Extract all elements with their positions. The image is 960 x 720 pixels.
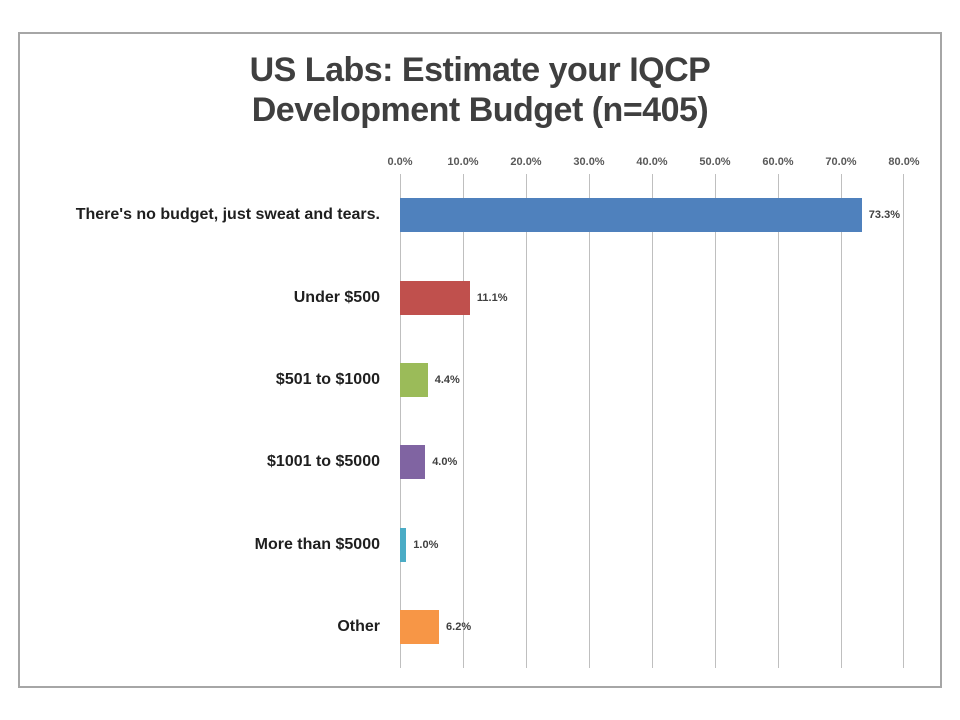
x-axis: 0.0% 10.0% 20.0% 30.0% 40.0% 50.0% 60.0% 70.0% 8… <box>387 152 919 168</box>
gridline <box>841 174 842 668</box>
gridline <box>589 174 590 668</box>
chart-frame: US Labs: Estimate your IQCP Development … <box>18 32 942 688</box>
bar <box>400 198 862 233</box>
category-label: There's no budget, just sweat and tears. <box>75 206 380 224</box>
gridline <box>463 174 464 668</box>
gridline <box>715 174 716 668</box>
x-tick-label: 50.0% <box>699 156 731 168</box>
gridline <box>400 174 401 668</box>
x-tick-label: 70.0% <box>825 156 857 168</box>
chart-title-line-1: US Labs: Estimate your IQCP <box>249 51 711 89</box>
chart-title: US Labs: Estimate your IQCP Development … <box>170 50 790 130</box>
plot-area: 73.3% 11.1% 4.4% 4.0% 1.0% 6.2% <box>400 174 904 668</box>
x-tick-label: 10.0% <box>447 156 479 168</box>
category-label: $501 to $1000 <box>275 370 380 388</box>
x-tick-label: 20.0% <box>510 156 542 168</box>
x-tick-label: 0.0% <box>387 156 413 168</box>
gridline <box>778 174 779 668</box>
gridline <box>903 174 904 668</box>
value-label: 6.2% <box>446 620 472 633</box>
category-label: Under $500 <box>293 288 380 306</box>
category-label: $1001 to $5000 <box>267 453 380 471</box>
value-label: 73.3% <box>868 209 900 222</box>
category-axis: There's no budget, just sweat and tears.… <box>26 174 390 668</box>
bar <box>400 609 440 644</box>
x-tick-label: 60.0% <box>762 156 794 168</box>
value-label: 4.0% <box>432 456 458 469</box>
value-label: 11.1% <box>476 291 508 304</box>
bar <box>400 362 428 397</box>
bar <box>400 280 470 315</box>
gridline <box>652 174 653 668</box>
value-label: 1.0% <box>413 538 439 551</box>
bar <box>400 527 407 562</box>
bar <box>400 445 426 480</box>
category-label: Other <box>337 617 380 635</box>
x-tick-label: 30.0% <box>573 156 605 168</box>
value-label: 4.4% <box>434 373 460 386</box>
chart-title-line-2: Development Budget (n=405) <box>251 91 709 130</box>
gridline <box>526 174 527 668</box>
x-tick-label: 40.0% <box>636 156 668 168</box>
x-tick-label: 80.0% <box>888 156 920 168</box>
category-label: More than $5000 <box>254 535 380 553</box>
